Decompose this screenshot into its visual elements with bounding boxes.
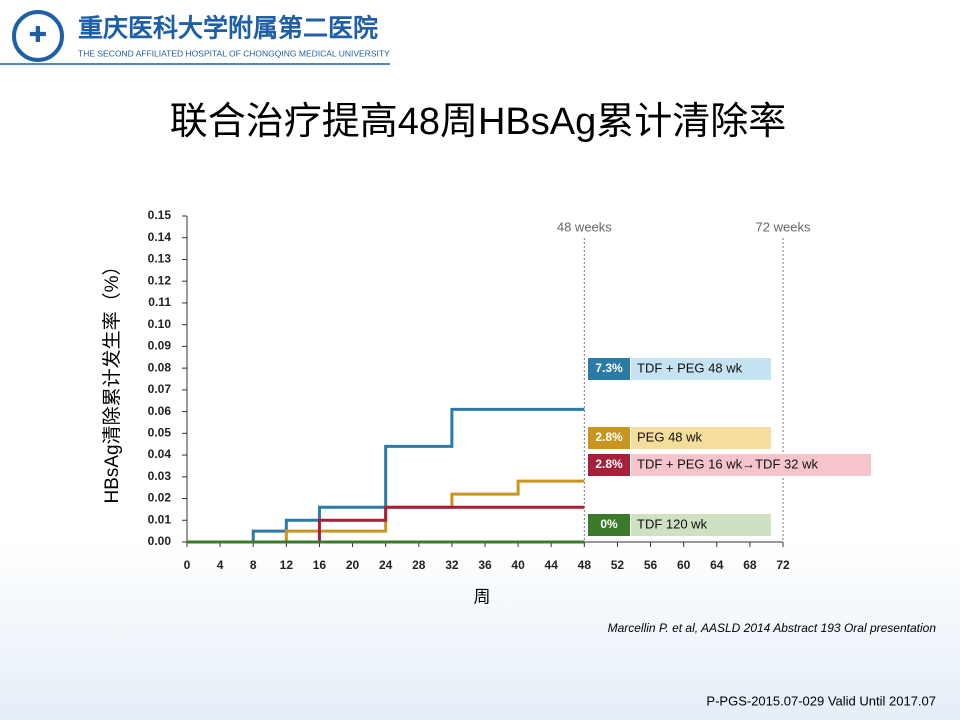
x-tick-label: 8 — [250, 558, 257, 572]
legend-badge-label: 2.8% — [595, 457, 623, 471]
y-tick-label: 0.05 — [148, 426, 172, 440]
y-tick-label: 0.13 — [148, 252, 172, 266]
x-tick-label: 72 — [776, 558, 790, 572]
step-line — [187, 407, 585, 544]
legend-label: TDF + PEG 16 wk→TDF 32 wk — [637, 456, 818, 471]
legend-badge-label: 7.3% — [595, 361, 623, 375]
legend-box — [631, 454, 871, 476]
reference-label: 72 weeks — [756, 219, 811, 234]
x-tick-label: 56 — [644, 558, 658, 572]
hospital-name: 重庆医科大学附属第二医院 — [78, 14, 378, 43]
legend-badge — [588, 358, 630, 380]
x-tick-label: 64 — [710, 558, 724, 572]
hospital-name-en: THE SECOND AFFILIATED HOSPITAL OF CHONGQ… — [78, 48, 390, 58]
y-tick-label: 0.02 — [148, 491, 172, 505]
y-tick-label: 0.04 — [148, 447, 172, 461]
x-tick-label: 32 — [445, 558, 459, 572]
x-tick-label: 40 — [511, 558, 525, 572]
legend-badge-label: 0% — [600, 517, 618, 531]
x-tick-label: 28 — [412, 558, 426, 572]
citation: Marcellin P. et al, AASLD 2014 Abstract … — [608, 621, 937, 635]
legend-badge-label: 2.8% — [595, 430, 623, 444]
x-tick-label: 36 — [478, 558, 492, 572]
y-tick-label: 0.11 — [148, 295, 171, 309]
logo-mark: ✚ — [29, 22, 47, 47]
y-tick-label: 0.07 — [148, 382, 172, 396]
x-tick-label: 48 — [578, 558, 592, 572]
legend-label: TDF 120 wk — [637, 516, 708, 531]
legend-box — [631, 358, 771, 380]
legend-badge — [588, 427, 630, 449]
x-tick-label: 0 — [184, 558, 191, 572]
x-tick-label: 16 — [313, 558, 327, 572]
legend-label: PEG 48 wk — [637, 429, 703, 444]
x-tick-label: 60 — [677, 558, 691, 572]
reference-label: 48 weeks — [557, 219, 612, 234]
x-tick-label: 12 — [280, 558, 294, 572]
y-tick-label: 0.09 — [148, 339, 172, 353]
legend-badge — [588, 514, 630, 536]
y-tick-label: 0.08 — [148, 360, 172, 374]
slide-title: 联合治疗提高48周HBsAg累计清除率 — [170, 101, 787, 143]
y-tick-label: 0.00 — [148, 534, 172, 548]
y-tick-label: 0.06 — [148, 404, 172, 418]
logo — [12, 10, 64, 62]
x-tick-label: 44 — [545, 558, 559, 572]
legend-box — [631, 514, 771, 536]
y-tick-label: 0.03 — [148, 469, 172, 483]
y-tick-label: 0.15 — [148, 208, 172, 222]
x-axis-label: 周 — [474, 587, 491, 606]
legend-box — [631, 427, 771, 449]
footer: P-PGS-2015.07-029 Valid Until 2017.07 — [706, 693, 936, 708]
x-tick-label: 52 — [611, 558, 625, 572]
legend-badge — [588, 454, 630, 476]
y-axis-label: HBsAg清除累计发生率（%） — [101, 256, 123, 503]
y-tick-label: 0.01 — [148, 512, 172, 526]
y-tick-label: 0.10 — [148, 317, 172, 331]
y-tick-label: 0.14 — [148, 230, 172, 244]
x-tick-label: 4 — [217, 558, 224, 572]
legend-label: TDF + PEG 48 wk — [637, 360, 743, 375]
x-tick-label: 20 — [346, 558, 360, 572]
y-tick-label: 0.12 — [148, 273, 172, 287]
x-tick-label: 24 — [379, 558, 393, 572]
x-tick-label: 68 — [743, 558, 757, 572]
